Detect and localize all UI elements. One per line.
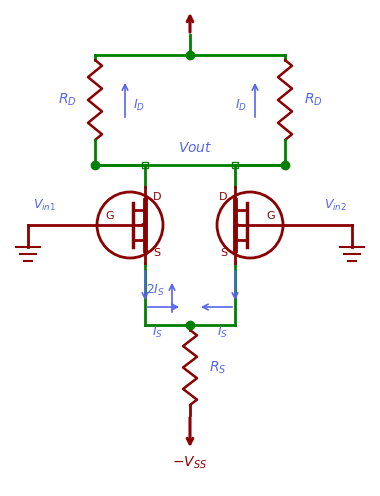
- Text: $R_D$: $R_D$: [304, 92, 322, 108]
- Text: $V_{in2}$: $V_{in2}$: [324, 198, 347, 213]
- Text: $V_{in1}$: $V_{in1}$: [33, 198, 56, 213]
- Text: $I_D$: $I_D$: [235, 97, 247, 113]
- Text: G: G: [105, 211, 114, 221]
- Text: $I_S$: $I_S$: [217, 325, 228, 340]
- Text: $V_{DD}$: $V_{DD}$: [177, 0, 203, 2]
- Text: S: S: [220, 248, 227, 258]
- Text: $Vout$: $Vout$: [178, 141, 212, 155]
- Text: $R_S$: $R_S$: [209, 359, 227, 375]
- Bar: [142, 162, 148, 168]
- Text: D: D: [218, 192, 227, 202]
- Text: S: S: [153, 248, 160, 258]
- Text: $R_D$: $R_D$: [58, 92, 76, 108]
- Text: $I_S$: $I_S$: [152, 325, 163, 340]
- Text: G: G: [266, 211, 275, 221]
- Text: $2I_S$: $2I_S$: [146, 282, 165, 298]
- Bar: [232, 162, 238, 168]
- Text: $-V_{SS}$: $-V_{SS}$: [173, 455, 207, 471]
- Text: D: D: [153, 192, 162, 202]
- Text: $I_D$: $I_D$: [133, 97, 145, 113]
